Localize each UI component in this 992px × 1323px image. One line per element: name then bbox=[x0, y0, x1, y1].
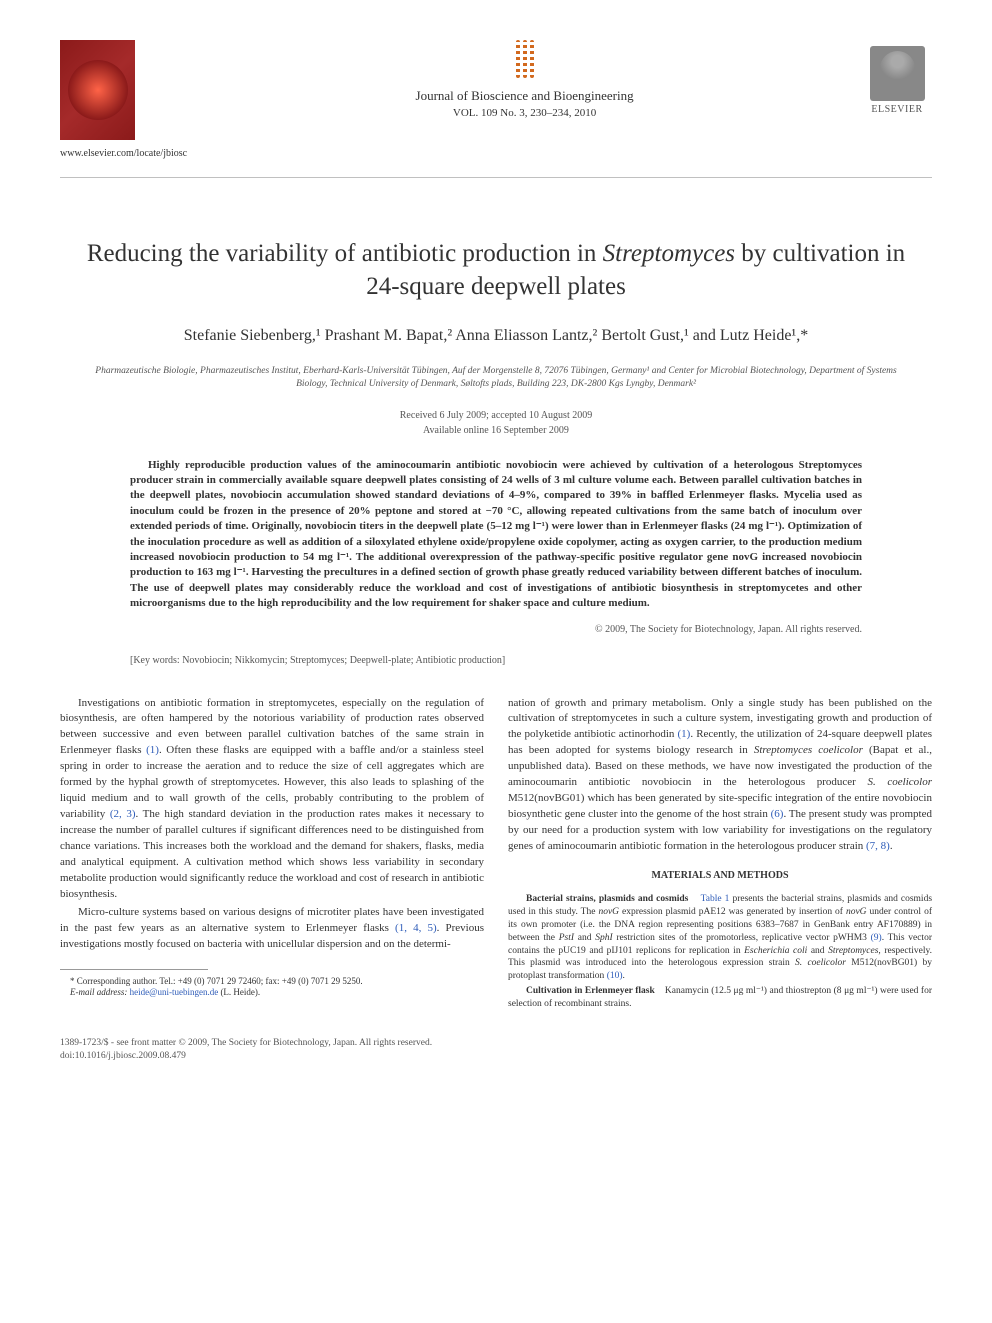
footnote-separator bbox=[60, 969, 208, 970]
title-italic-genus: Streptomyces bbox=[603, 240, 735, 267]
journal-name: Journal of Bioscience and Bioengineering bbox=[207, 88, 842, 104]
gene-italic: novG bbox=[598, 907, 619, 917]
column-right: nation of growth and primary metabolism.… bbox=[508, 696, 932, 1013]
table-link[interactable]: Table 1 bbox=[701, 894, 730, 904]
footer-copyright: 1389-1723/$ - see front matter © 2009, T… bbox=[60, 1037, 932, 1050]
body-text-run: . bbox=[623, 971, 625, 981]
publisher-name: ELSEVIER bbox=[871, 104, 922, 115]
body-text-run: and bbox=[574, 933, 595, 943]
title-text-pre: Reducing the variability of antibiotic p… bbox=[87, 240, 603, 267]
footnote-email-line: E-mail address: heide@uni-tuebingen.de (… bbox=[60, 987, 484, 999]
citation-link[interactable]: (2, 3) bbox=[110, 808, 136, 820]
authors-list: Stefanie Siebenberg,¹ Prashant M. Bapat,… bbox=[60, 327, 932, 345]
affiliations: Pharmazeutische Biologie, Pharmazeutisch… bbox=[60, 365, 932, 392]
header-right: ELSEVIER bbox=[862, 40, 932, 115]
page-footer: 1389-1723/$ - see front matter © 2009, T… bbox=[60, 1037, 932, 1064]
methods-paragraph: Bacterial strains, plasmids and cosmids … bbox=[508, 893, 932, 983]
column-left: Investigations on antibiotic formation i… bbox=[60, 696, 484, 1013]
body-paragraph: nation of growth and primary metabolism.… bbox=[508, 696, 932, 855]
citation-link[interactable]: (1) bbox=[146, 744, 159, 756]
body-text-run: . The high standard deviation in the pro… bbox=[60, 808, 484, 900]
species-italic: S. coelicolor bbox=[868, 776, 933, 788]
body-text-run: . bbox=[890, 840, 893, 852]
dna-icon bbox=[523, 40, 527, 78]
article-dates: Received 6 July 2009; accepted 10 August… bbox=[60, 408, 932, 438]
journal-cover-thumbnail bbox=[60, 40, 135, 140]
received-date: Received 6 July 2009; accepted 10 August… bbox=[60, 408, 932, 423]
citation-link[interactable]: (9) bbox=[871, 933, 882, 943]
email-suffix: (L. Heide). bbox=[218, 987, 260, 997]
footnote-contact: * Corresponding author. Tel.: +49 (0) 70… bbox=[60, 976, 484, 988]
header-left: www.elsevier.com/locate/jbiosc bbox=[60, 40, 187, 159]
citation-link[interactable]: (7, 8) bbox=[866, 840, 890, 852]
species-italic: Streptomyces bbox=[828, 946, 878, 956]
journal-cover-art bbox=[68, 60, 128, 120]
elsevier-tree-icon bbox=[870, 46, 925, 101]
citation-link[interactable]: (10) bbox=[607, 971, 623, 981]
publisher-logo: ELSEVIER bbox=[862, 40, 932, 115]
methods-subhead: Cultivation in Erlenmeyer flask bbox=[526, 986, 655, 996]
corresponding-author-footnote: * Corresponding author. Tel.: +49 (0) 70… bbox=[60, 976, 484, 999]
body-text-run: restriction sites of the promotorless, r… bbox=[613, 933, 871, 943]
journal-website-link[interactable]: www.elsevier.com/locate/jbiosc bbox=[60, 148, 187, 159]
section-heading-methods: MATERIALS AND METHODS bbox=[508, 869, 932, 884]
methods-subhead: Bacterial strains, plasmids and cosmids bbox=[526, 894, 688, 904]
enzyme-italic: SphI bbox=[595, 933, 612, 943]
header-center: Journal of Bioscience and Bioengineering… bbox=[187, 40, 862, 119]
footer-doi: doi:10.1016/j.jbiosc.2009.08.479 bbox=[60, 1050, 932, 1063]
citation-link[interactable]: (1) bbox=[678, 728, 691, 740]
email-label: E-mail address: bbox=[70, 987, 127, 997]
body-paragraph: Investigations on antibiotic formation i… bbox=[60, 696, 484, 903]
dna-icon bbox=[530, 40, 534, 78]
journal-logo-icon bbox=[505, 40, 545, 80]
dna-icon bbox=[516, 40, 520, 78]
body-text: Investigations on antibiotic formation i… bbox=[60, 696, 932, 1013]
species-italic: Streptomyces coelicolor bbox=[754, 744, 863, 756]
species-italic: S. coelicolor bbox=[795, 958, 846, 968]
gene-italic: novG bbox=[846, 907, 867, 917]
available-date: Available online 16 September 2009 bbox=[60, 423, 932, 438]
email-link[interactable]: heide@uni-tuebingen.de bbox=[130, 987, 219, 997]
body-text-run: and bbox=[807, 946, 828, 956]
body-text-run: expression plasmid pAE12 was generated b… bbox=[619, 907, 846, 917]
methods-paragraph: Cultivation in Erlenmeyer flask Kanamyci… bbox=[508, 985, 932, 1011]
body-paragraph: Micro-culture systems based on various d… bbox=[60, 905, 484, 953]
article-title: Reducing the variability of antibiotic p… bbox=[60, 238, 932, 303]
keywords: [Key words: Novobiocin; Nikkomycin; Stre… bbox=[60, 655, 932, 666]
species-italic: Escherichia coli bbox=[744, 946, 807, 956]
abstract: Highly reproducible production values of… bbox=[60, 458, 932, 612]
page-header: www.elsevier.com/locate/jbiosc Journal o… bbox=[60, 40, 932, 178]
copyright-line: © 2009, The Society for Biotechnology, J… bbox=[60, 624, 932, 635]
citation-link[interactable]: (1, 4, 5) bbox=[395, 922, 437, 934]
citation-link[interactable]: (6) bbox=[771, 808, 784, 820]
journal-volume-info: VOL. 109 No. 3, 230–234, 2010 bbox=[207, 107, 842, 119]
enzyme-italic: PstI bbox=[559, 933, 574, 943]
